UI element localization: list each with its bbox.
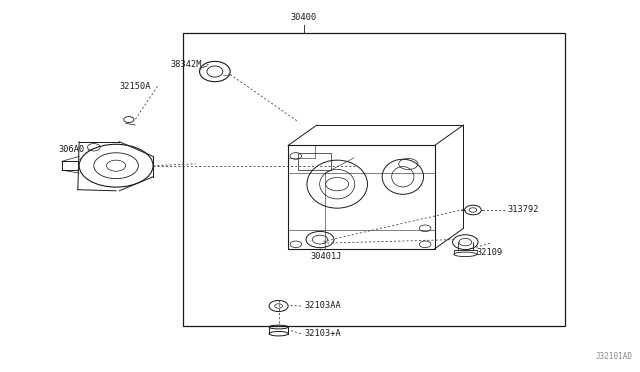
Bar: [288, 145, 435, 249]
Text: 32103+A: 32103+A: [304, 329, 341, 338]
Text: 32109: 32109: [476, 248, 502, 257]
Text: 30400: 30400: [291, 13, 317, 22]
Text: 313792: 313792: [508, 205, 540, 215]
Text: 38342M: 38342M: [170, 60, 202, 69]
Text: 30401J: 30401J: [310, 251, 342, 261]
Text: 32103AA: 32103AA: [304, 301, 341, 311]
Text: J32101AD: J32101AD: [595, 352, 632, 361]
Bar: [298, 153, 331, 170]
Ellipse shape: [207, 66, 223, 77]
Ellipse shape: [200, 61, 230, 82]
Text: 306A0: 306A0: [59, 145, 85, 154]
Bar: [183, 33, 565, 326]
Text: 32150A: 32150A: [119, 82, 151, 91]
